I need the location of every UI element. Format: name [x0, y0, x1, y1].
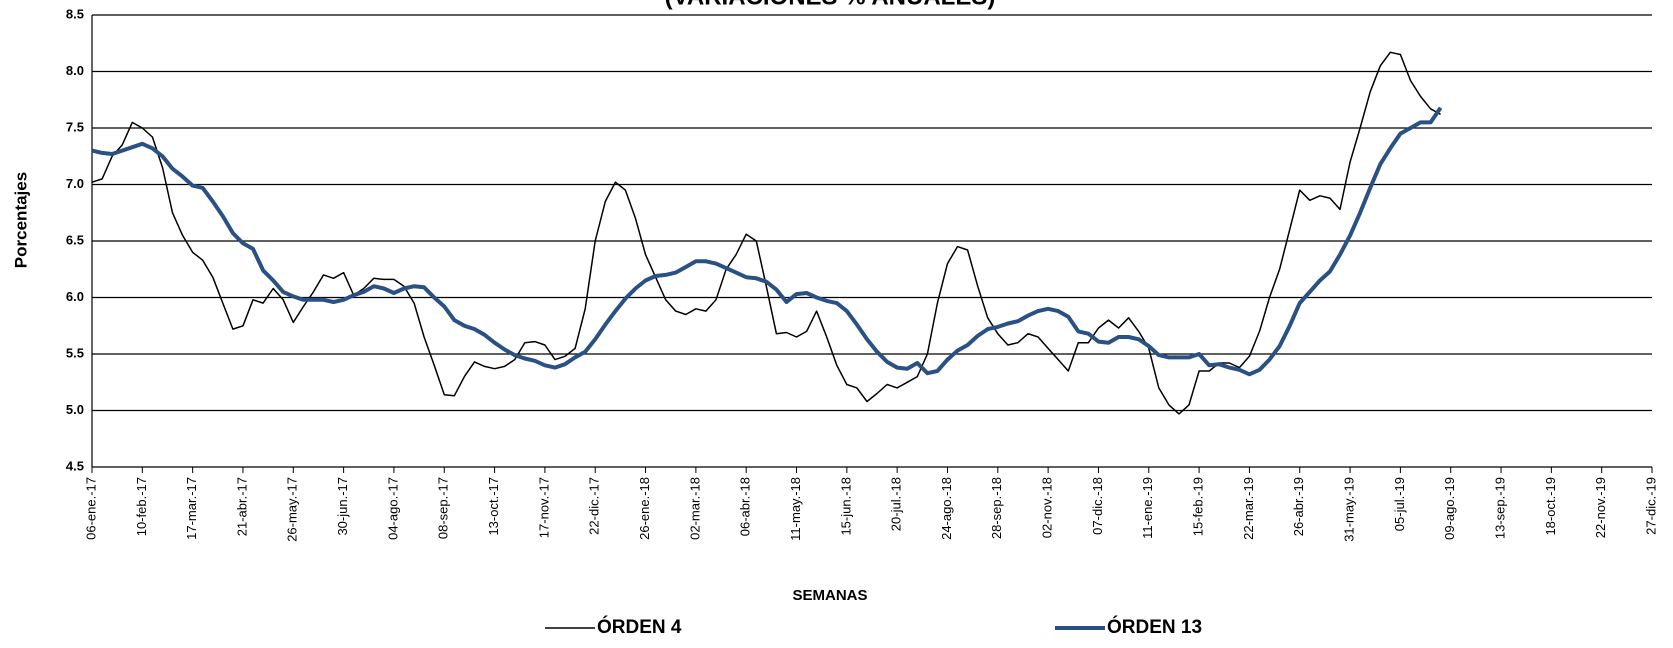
y-tick-label: 8.5: [66, 6, 84, 21]
x-tick-label: 28-sep.-18: [989, 477, 1004, 539]
x-tick-label: 24-ago.-18: [939, 477, 954, 540]
x-tick-label: 26-ene.-18: [637, 477, 652, 540]
y-tick-label: 5.5: [66, 345, 84, 360]
x-tick-label: 18-oct.-19: [1543, 477, 1558, 536]
x-tick-label: 26-abr.-19: [1291, 477, 1306, 536]
y-tick-label: 7.5: [66, 119, 84, 134]
chart-title: (VARIACIONES % ANUALES): [665, 0, 996, 10]
x-tick-label: 04-ago.-17: [385, 477, 400, 540]
x-tick-label: 15-jun.-18: [838, 477, 853, 536]
x-tick-label: 10-feb.-17: [134, 477, 149, 536]
y-tick-label: 6.0: [66, 289, 84, 304]
y-axis-label: Porcentajes: [11, 172, 30, 268]
y-tick-label: 5.0: [66, 402, 84, 417]
x-tick-label: 08-sep.-17: [436, 477, 451, 539]
x-tick-label: 11-may.-18: [788, 477, 803, 541]
x-tick-label: 22-nov.-19: [1593, 477, 1608, 538]
series-line: [91, 51, 1441, 415]
x-tick-label: 22-mar.-19: [1241, 477, 1256, 540]
x-tick-label: 22-dic.-17: [587, 477, 602, 535]
x-tick-label: 26-may.-17: [285, 477, 300, 542]
y-tick-label: 7.0: [66, 176, 84, 191]
x-tick-label: 13-oct.-17: [486, 477, 501, 536]
y-tick-label: 6.5: [66, 232, 84, 247]
x-tick-label: 15-feb.-19: [1191, 477, 1206, 536]
x-tick-label: 17-nov.-17: [536, 477, 551, 538]
x-tick-label: 20-jul.-18: [889, 477, 904, 531]
x-tick-label: 09-ago.-19: [1442, 477, 1457, 540]
legend-label: ÓRDEN 13: [1107, 616, 1202, 638]
x-tick-label: 30-jun.-17: [335, 477, 350, 536]
x-tick-label: 13-sep.-19: [1492, 477, 1507, 539]
x-tick-label: 02-nov.-18: [1040, 477, 1055, 538]
x-tick-label: 02-mar.-18: [687, 477, 702, 540]
x-tick-label: 05-jul.-19: [1392, 477, 1407, 531]
x-tick-label: 11-ene.-19: [1140, 477, 1155, 539]
x-tick-label: 06-abr.-18: [738, 477, 753, 536]
y-tick-label: 8.0: [66, 63, 84, 78]
x-tick-label: 06-ene.-17: [83, 477, 98, 540]
x-tick-label: 17-mar.-17: [184, 477, 199, 540]
x-tick-label: 21-abr.-17: [234, 477, 249, 536]
legend-label: ÓRDEN 4: [597, 616, 682, 638]
y-tick-label: 4.5: [66, 458, 84, 473]
x-tick-label: 07-dic.-18: [1090, 477, 1105, 535]
x-tick-label: 31-may.-19: [1342, 477, 1357, 542]
x-tick-label: 27-dic.-19: [1643, 477, 1658, 535]
x-axis-label: SEMANAS: [792, 587, 867, 604]
series-line: [91, 106, 1443, 377]
